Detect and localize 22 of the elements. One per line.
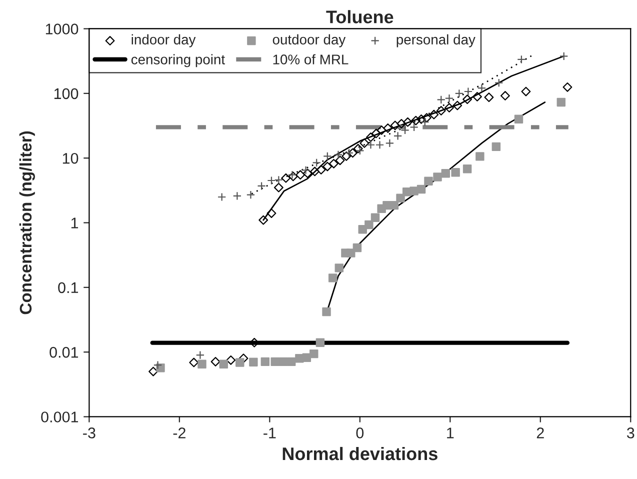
y-tick-label: 0.001 [41,412,78,422]
x-tick-label: 1 [447,428,454,438]
y-tick-label: 1000 [46,24,78,34]
y-tick-label: 100 [54,88,78,100]
x-tick-label: -3 [83,428,96,438]
y-tick-label: 0.1 [58,282,78,294]
legend-label: 10% of MRL [273,54,348,64]
x-tick-label: 0 [356,428,364,438]
legend-label: censoring point [131,54,225,68]
x-tick-label: 3 [626,428,634,438]
x-tick-label: 2 [536,428,544,438]
x-tick-label: -2 [173,428,186,438]
y-tick-label: 10 [62,152,78,164]
y-tick-label: 0.01 [50,346,78,358]
x-tick-label: -1 [264,428,276,438]
legend-label: indoor day [132,34,196,48]
legend-label: outdoor day [272,34,346,48]
x-axis-title: Normal deviations [282,446,438,460]
y-tick-label: 1 [71,218,78,228]
y-axis-title: Concentration (ng/liter) [19,131,35,314]
chart-title: Toluene [326,10,394,24]
legend-label: personal day [396,34,476,48]
